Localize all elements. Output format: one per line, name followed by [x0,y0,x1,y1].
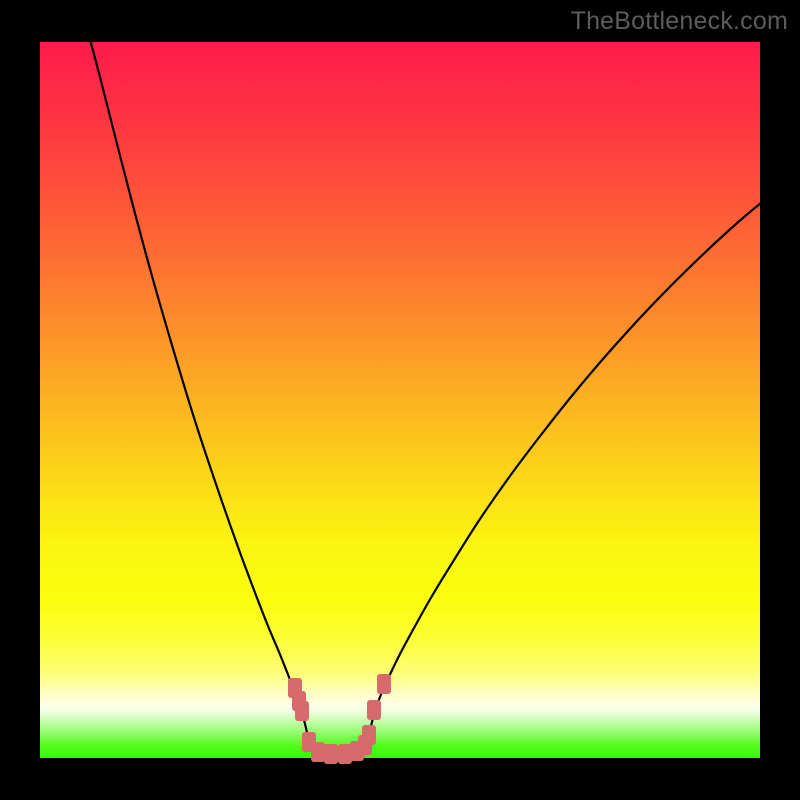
watermark-text: TheBottleneck.com [571,7,788,36]
marker [362,725,376,745]
bottleneck-curve [89,36,772,756]
plot-area [40,42,760,758]
marker [367,700,381,720]
marker [324,744,338,764]
chart-svg [40,42,760,758]
marker [295,701,309,721]
marker [338,744,352,764]
marker [311,742,325,762]
stage: TheBottleneck.com [0,0,800,800]
marker [377,674,391,694]
optimal-range-markers [288,674,391,764]
